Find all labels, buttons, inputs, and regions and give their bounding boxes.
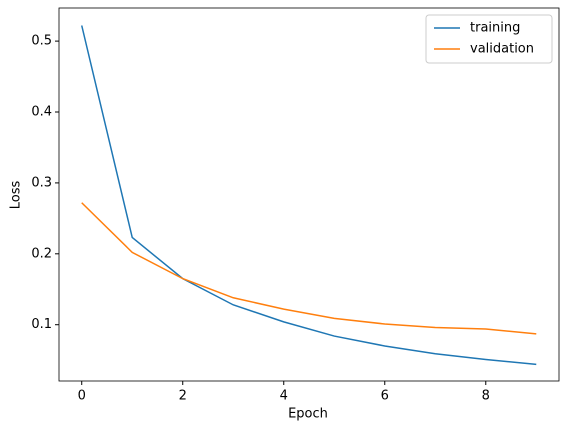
series-line xyxy=(80,25,537,366)
y-tick-label: 0.5 xyxy=(31,34,52,49)
x-tick-label: 4 xyxy=(280,389,288,404)
x-tick-label: 6 xyxy=(381,389,389,404)
x-tick-label: 8 xyxy=(482,389,490,404)
legend-label: training xyxy=(470,21,520,36)
x-tick-label: 2 xyxy=(179,389,187,404)
x-axis-label: Epoch xyxy=(288,407,328,422)
legend-box xyxy=(425,14,553,64)
legend-label: validation xyxy=(470,42,534,57)
y-tick-label: 0.4 xyxy=(31,105,52,120)
y-axis-label: Loss xyxy=(9,181,24,210)
y-tick-label: 0.3 xyxy=(31,175,52,190)
x-tick-label: 0 xyxy=(78,389,86,404)
plot-frame xyxy=(58,7,560,382)
series-line xyxy=(81,202,537,335)
y-tick-label: 0.1 xyxy=(31,317,52,332)
y-tick-label: 0.2 xyxy=(31,246,52,261)
